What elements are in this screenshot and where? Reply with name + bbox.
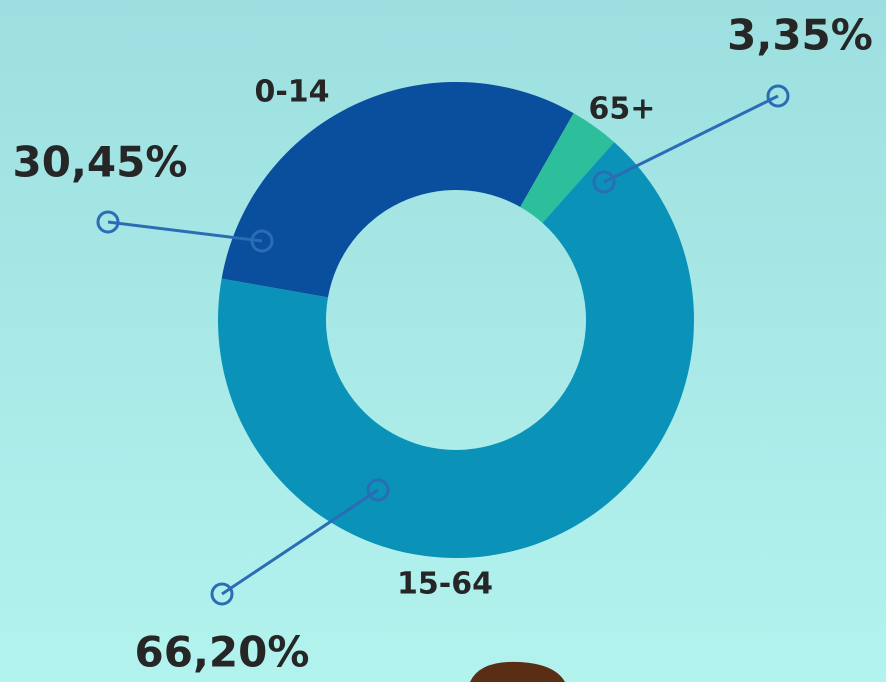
category-label: 15-64: [397, 567, 493, 602]
category-label: 65+: [589, 92, 656, 127]
value-label: 66,20%: [135, 628, 310, 677]
page: {"chart_data": {"type": "pie", "categori…: [0, 0, 886, 682]
category-label: 0-14: [254, 75, 329, 110]
chart: 0-14 30,45% 65+ 3,35% 15-64 66,20%: [0, 0, 886, 682]
value-label: 3,35%: [727, 11, 873, 60]
value-label: 30,45%: [13, 138, 188, 187]
